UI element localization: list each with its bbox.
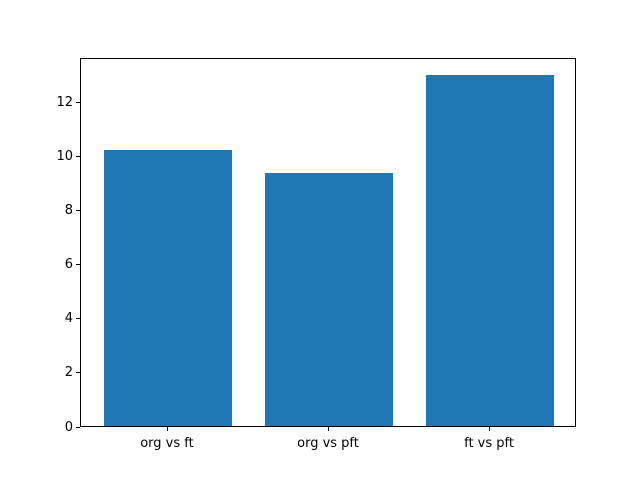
x-tick-label: ft vs pft [464, 436, 514, 451]
x-tick-mark [166, 427, 168, 431]
y-tick-label: 8 [64, 203, 73, 219]
y-tick-mark [76, 156, 80, 158]
x-tick-label: org vs ft [140, 436, 194, 451]
bar-ft-vs-pft [425, 74, 555, 426]
bar-org-vs-ft [103, 150, 233, 426]
plot-area [80, 58, 576, 427]
y-tick-mark [76, 102, 80, 104]
y-tick-label: 10 [56, 149, 73, 165]
y-tick-label: 4 [64, 311, 73, 327]
y-tick-label: 6 [64, 257, 73, 273]
x-tick-label: org vs pft [297, 436, 359, 451]
y-tick-mark [76, 210, 80, 212]
x-tick-mark [328, 427, 329, 431]
y-tick-mark [76, 264, 80, 266]
y-tick-label: 12 [56, 95, 73, 111]
x-tick-mark [489, 427, 491, 431]
y-tick-mark [76, 318, 80, 320]
y-tick-label: 0 [64, 419, 73, 435]
y-tick-mark [76, 372, 80, 374]
bar-org-vs-pft [264, 173, 394, 426]
y-tick-mark [76, 426, 80, 428]
y-tick-label: 2 [64, 365, 73, 381]
